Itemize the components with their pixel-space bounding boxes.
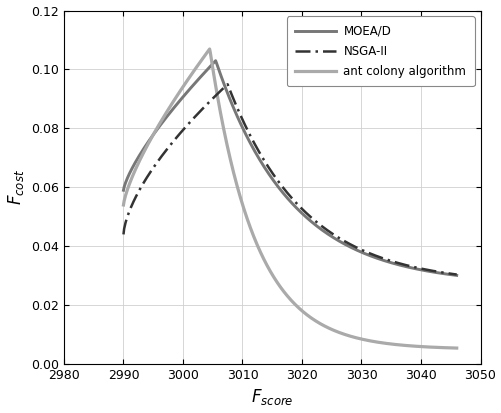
MOEA/D (212, 58, 218, 63)
MOEA/D (281, 192, 287, 197)
MOEA/D (319, 228, 325, 233)
NSGA-II (445, 271, 451, 276)
Line: NSGA-II: NSGA-II (123, 84, 456, 275)
ant colony algorithm (206, 47, 212, 52)
ant colony algorithm (281, 290, 287, 295)
Line: MOEA/D: MOEA/D (123, 61, 456, 275)
MOEA/D (445, 272, 451, 277)
MOEA/D (453, 273, 459, 278)
Y-axis label: $F_{cost}$: $F_{cost}$ (6, 169, 26, 205)
NSGA-II (281, 187, 287, 192)
NSGA-II (279, 184, 285, 189)
ant colony algorithm (453, 346, 459, 351)
ant colony algorithm (120, 202, 126, 207)
MOEA/D (120, 188, 126, 193)
MOEA/D (279, 190, 285, 195)
ant colony algorithm (445, 345, 451, 350)
NSGA-II (120, 232, 126, 237)
NSGA-II (319, 224, 325, 229)
ant colony algorithm (279, 287, 285, 292)
ant colony algorithm (301, 310, 307, 315)
NSGA-II (393, 260, 399, 265)
NSGA-II (224, 82, 230, 87)
NSGA-II (453, 272, 459, 277)
Line: ant colony algorithm: ant colony algorithm (123, 49, 456, 348)
X-axis label: $F_{score}$: $F_{score}$ (250, 387, 293, 408)
MOEA/D (393, 262, 399, 267)
ant colony algorithm (319, 323, 325, 328)
ant colony algorithm (393, 342, 399, 347)
MOEA/D (301, 213, 307, 218)
NSGA-II (301, 209, 307, 214)
Legend: MOEA/D, NSGA-II, ant colony algorithm: MOEA/D, NSGA-II, ant colony algorithm (286, 17, 473, 86)
